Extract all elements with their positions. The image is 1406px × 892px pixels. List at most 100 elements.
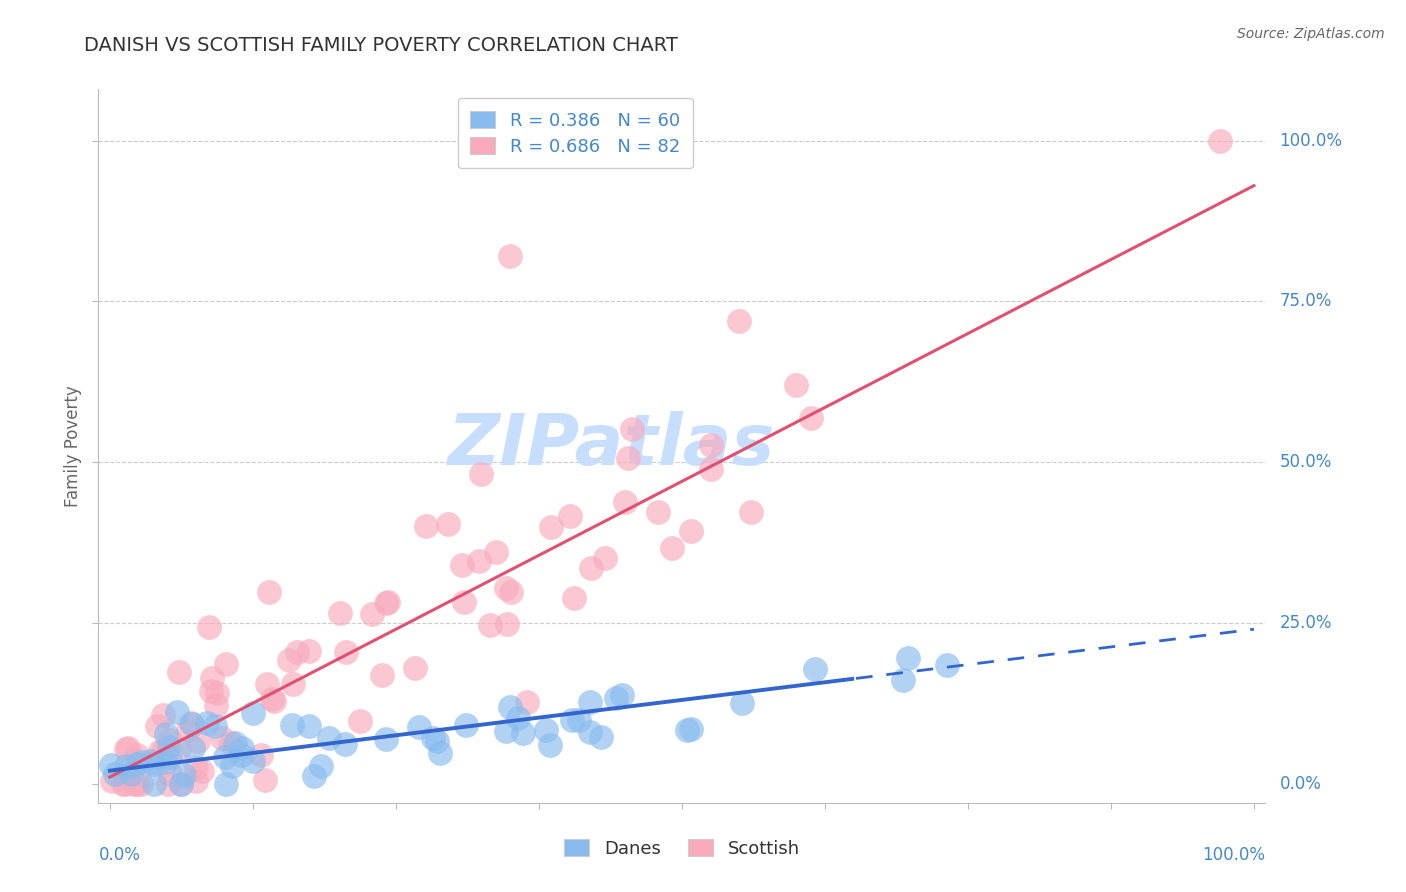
- Point: [211, 731, 233, 745]
- Point: [468, 554, 491, 568]
- Point: [159, 750, 181, 764]
- Point: [740, 505, 762, 519]
- Point: [204, 698, 226, 713]
- Point: [897, 651, 920, 665]
- Point: [496, 617, 519, 632]
- Point: [100, 758, 122, 772]
- Point: [562, 591, 585, 605]
- Point: [681, 524, 703, 539]
- Point: [111, 776, 134, 790]
- Point: [141, 755, 163, 769]
- Text: 100.0%: 100.0%: [1202, 846, 1265, 863]
- Point: [214, 657, 236, 672]
- Point: [155, 726, 177, 740]
- Point: [485, 545, 508, 559]
- Point: [1208, 134, 1230, 148]
- Point: [329, 606, 352, 620]
- Point: [198, 620, 221, 634]
- Point: [200, 671, 222, 685]
- Point: [195, 716, 218, 731]
- Text: DANISH VS SCOTTISH FAMILY POVERTY CORRELATION CHART: DANISH VS SCOTTISH FAMILY POVERTY CORREL…: [84, 36, 678, 54]
- Point: [166, 705, 188, 719]
- Point: [647, 505, 669, 519]
- Point: [501, 585, 523, 599]
- Point: [578, 695, 600, 709]
- Point: [114, 776, 136, 790]
- Point: [800, 410, 823, 425]
- Point: [205, 686, 228, 700]
- Point: [176, 723, 198, 737]
- Point: [478, 617, 501, 632]
- Point: [219, 736, 242, 750]
- Point: [142, 756, 165, 771]
- Point: [558, 508, 581, 523]
- Point: [561, 713, 583, 727]
- Point: [612, 688, 634, 702]
- Point: [157, 776, 180, 790]
- Point: [159, 732, 181, 747]
- Point: [470, 467, 492, 481]
- Point: [167, 741, 190, 756]
- Point: [375, 596, 398, 610]
- Point: [115, 759, 138, 773]
- Point: [104, 766, 127, 780]
- Point: [377, 595, 399, 609]
- Point: [146, 719, 169, 733]
- Point: [263, 693, 285, 707]
- Point: [187, 733, 209, 747]
- Point: [242, 754, 264, 768]
- Point: [180, 716, 202, 731]
- Point: [495, 581, 517, 595]
- Point: [302, 769, 325, 783]
- Point: [129, 776, 152, 790]
- Text: 50.0%: 50.0%: [1279, 453, 1331, 471]
- Point: [127, 776, 149, 790]
- Point: [254, 772, 277, 787]
- Point: [371, 668, 394, 682]
- Point: [804, 662, 827, 676]
- Point: [404, 661, 426, 675]
- Point: [508, 711, 530, 725]
- Point: [891, 673, 914, 687]
- Point: [499, 249, 522, 263]
- Point: [169, 776, 191, 790]
- Point: [731, 697, 754, 711]
- Point: [298, 644, 321, 658]
- Point: [699, 462, 721, 476]
- Point: [426, 734, 449, 748]
- Point: [120, 766, 142, 780]
- Point: [613, 495, 636, 509]
- Point: [115, 741, 138, 756]
- Text: 100.0%: 100.0%: [1279, 132, 1343, 150]
- Point: [579, 561, 602, 575]
- Point: [153, 755, 176, 769]
- Point: [538, 738, 561, 752]
- Point: [184, 774, 207, 789]
- Point: [499, 700, 522, 714]
- Point: [589, 730, 612, 744]
- Point: [250, 748, 273, 763]
- Point: [281, 676, 304, 690]
- Point: [516, 695, 538, 709]
- Point: [675, 723, 697, 738]
- Point: [231, 747, 253, 762]
- Point: [117, 741, 139, 756]
- Point: [142, 776, 165, 790]
- Point: [785, 378, 807, 392]
- Point: [700, 438, 723, 452]
- Point: [936, 657, 959, 672]
- Point: [157, 740, 180, 755]
- Point: [180, 716, 202, 731]
- Point: [679, 722, 702, 736]
- Point: [149, 744, 172, 758]
- Point: [349, 714, 371, 728]
- Point: [277, 653, 299, 667]
- Point: [495, 723, 517, 738]
- Point: [451, 558, 474, 572]
- Point: [152, 708, 174, 723]
- Point: [280, 718, 302, 732]
- Point: [125, 757, 148, 772]
- Point: [617, 451, 640, 466]
- Point: [200, 684, 222, 698]
- Point: [605, 691, 627, 706]
